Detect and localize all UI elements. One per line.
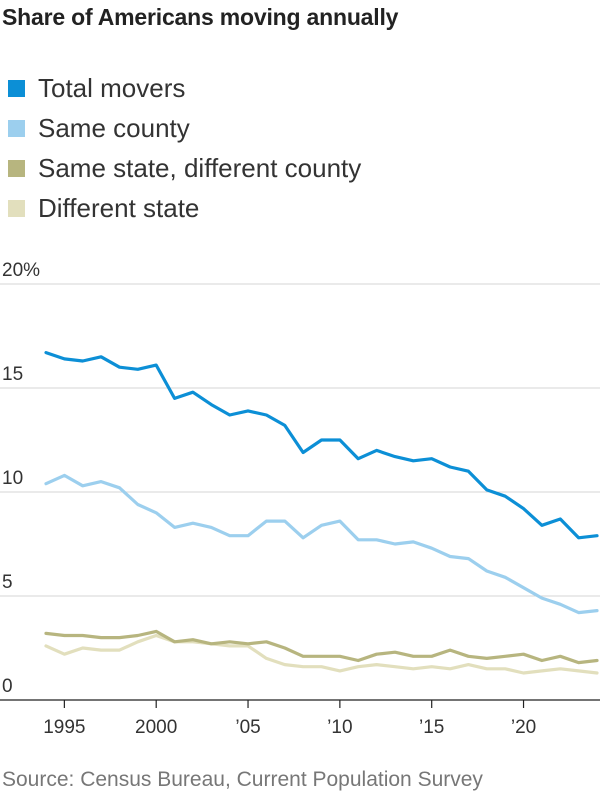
- legend-label-total-movers: Total movers: [38, 72, 186, 103]
- legend-label-same-county: Same county: [38, 112, 190, 143]
- line-chart: 0 5 10 15 20% 1995 2000 ’05 ’10 ’15 ’20: [0, 260, 600, 738]
- x-tick-label: ’20: [511, 717, 536, 738]
- x-tick-label: ’10: [327, 717, 352, 738]
- y-tick-label: 15: [2, 364, 23, 385]
- legend-label-different-state: Different state: [38, 192, 200, 223]
- legend-swatch-total-movers: [8, 79, 25, 97]
- x-tick-label: 1995: [43, 717, 85, 738]
- legend-item-same-county: Same county: [8, 108, 361, 148]
- line-total-movers: [44, 350, 599, 540]
- chart-title: Share of Americans moving annually: [2, 4, 399, 30]
- x-tick-label: ’15: [419, 717, 444, 738]
- x-tick-label: 2000: [135, 717, 177, 738]
- legend-item-same-state: Same state, different county: [8, 148, 361, 188]
- legend-item-different-state: Different state: [8, 188, 361, 228]
- legend-swatch-different-state: [8, 199, 25, 217]
- line-same-county: [44, 473, 599, 615]
- y-tick-label: 20%: [2, 260, 40, 281]
- y-tick-label: 0: [2, 676, 13, 697]
- legend-item-total-movers: Total movers: [8, 68, 361, 108]
- x-tick-label: ’05: [235, 717, 260, 738]
- legend-swatch-same-state: [8, 159, 25, 177]
- y-tick-label: 5: [2, 572, 13, 593]
- legend: Total movers Same county Same state, dif…: [8, 68, 361, 228]
- source-note: Source: Census Bureau, Current Populatio…: [2, 768, 483, 791]
- legend-label-same-state: Same state, different county: [38, 152, 362, 183]
- line-same-state-different-county: [44, 629, 599, 665]
- y-tick-label: 10: [2, 468, 23, 489]
- line-different-state: [44, 633, 599, 675]
- legend-swatch-same-county: [8, 119, 25, 137]
